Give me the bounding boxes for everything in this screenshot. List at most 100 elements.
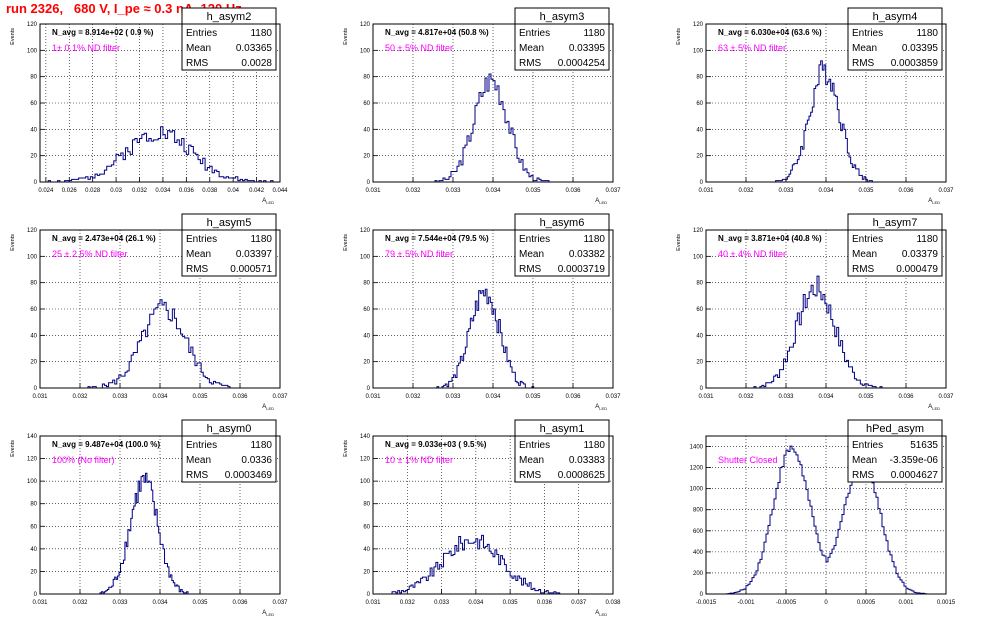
x-tick-label: 0.032 bbox=[405, 188, 421, 194]
y-tick-label: 80 bbox=[30, 281, 37, 287]
stats-row-label: Entries bbox=[852, 234, 883, 245]
y-tick-label: 40 bbox=[696, 127, 703, 133]
y-tick-label: 60 bbox=[696, 101, 703, 107]
stats-row-value: 0.03379 bbox=[902, 249, 939, 260]
y-tick-label: 800 bbox=[693, 508, 704, 514]
y-tick-label: 40 bbox=[363, 333, 370, 339]
x-tick-label: -0.001 bbox=[737, 600, 755, 606]
x-tick-label: 0.035 bbox=[192, 394, 208, 400]
x-tick-label: 0.001 bbox=[898, 600, 914, 606]
y-axis-label: Events bbox=[10, 28, 16, 45]
x-tick-label: 0.032 bbox=[400, 600, 416, 606]
x-tick-label: 0.031 bbox=[32, 600, 48, 606]
x-tick-label: 0.036 bbox=[565, 188, 581, 194]
x-tick-label: 0.033 bbox=[112, 600, 128, 606]
x-tick-label: 0.032 bbox=[738, 394, 754, 400]
y-tick-label: 20 bbox=[30, 154, 37, 160]
x-tick-label: 0.037 bbox=[605, 394, 621, 400]
y-tick-label: 20 bbox=[30, 360, 37, 366]
x-tick-label: 0.037 bbox=[272, 600, 288, 606]
histogram-panel: 0.031 0.032 0.033 0.034 0.035 0.036 0.037 0 20 40… bbox=[343, 213, 621, 411]
y-tick-label: 80 bbox=[363, 75, 370, 81]
y-tick-label: 100 bbox=[27, 254, 38, 260]
y-tick-label: 120 bbox=[360, 22, 371, 28]
navg-label: N_avg = 3.871e+04 (40.8 %) bbox=[718, 234, 822, 243]
filter-annotation: 100% (No filter) bbox=[52, 455, 115, 465]
y-tick-label: 60 bbox=[696, 307, 703, 313]
y-tick-label: 80 bbox=[363, 281, 370, 287]
stats-box: h_asym3 Entries 1180 Mean 0.03395 RMS 0.000425… bbox=[514, 7, 610, 71]
y-tick-label: 40 bbox=[696, 333, 703, 339]
histogram-line bbox=[433, 73, 553, 183]
stats-row-label: Mean bbox=[186, 455, 211, 466]
filter-annotation: 50 ± 5% ND filter bbox=[385, 43, 453, 53]
stats-row-label: RMS bbox=[186, 264, 209, 275]
x-tick-label: 0.037 bbox=[938, 188, 954, 194]
y-tick-label: 100 bbox=[27, 479, 38, 485]
histogram-panel: 0.031 0.032 0.033 0.034 0.035 0.036 0.037 0 20 40… bbox=[10, 419, 288, 617]
histogram-panel: 0.031 0.032 0.033 0.034 0.035 0.036 0.037 0 20 40… bbox=[10, 213, 288, 411]
stats-box: h_asym2 Entries 1180 Mean 0.03365 RMS 0.0028 bbox=[181, 7, 277, 71]
y-axis-label: Events bbox=[343, 28, 349, 45]
x-tick-label: 0.037 bbox=[571, 600, 587, 606]
x-tick-label: 0.031 bbox=[698, 394, 714, 400]
stats-row-label: Entries bbox=[519, 440, 550, 451]
stats-row-value: 0.0336 bbox=[241, 455, 272, 466]
x-tick-label: 0.026 bbox=[62, 188, 78, 194]
x-tick-label: 0.034 bbox=[152, 600, 168, 606]
stats-box: h_asym0 Entries 1180 Mean 0.0336 RMS 0.0003469 bbox=[181, 419, 277, 483]
y-tick-label: 60 bbox=[363, 101, 370, 107]
y-axis-label: Events bbox=[676, 28, 682, 45]
y-tick-label: 140 bbox=[360, 434, 371, 440]
y-tick-label: 120 bbox=[693, 22, 704, 28]
stats-row-value: 1180 bbox=[250, 28, 272, 39]
stats-row-value: 0.03395 bbox=[902, 43, 939, 54]
x-tick-label: 0.032 bbox=[405, 394, 421, 400]
stats-row-label: RMS bbox=[519, 264, 542, 275]
stats-row-value: 51635 bbox=[910, 440, 938, 451]
stats-row-label: RMS bbox=[519, 58, 542, 69]
navg-label: N_avg = 4.817e+04 (50.8 %) bbox=[385, 28, 489, 37]
stats-box-frame bbox=[847, 7, 943, 71]
stats-box: hPed_asym Entries 51635 Mean -3.359e-06 RMS 0.… bbox=[847, 419, 943, 483]
stats-row-label: Mean bbox=[519, 455, 544, 466]
x-tick-label: 0.036 bbox=[179, 188, 195, 194]
y-tick-label: 80 bbox=[30, 75, 37, 81]
histogram-line bbox=[390, 534, 562, 595]
stats-row-label: Mean bbox=[186, 43, 211, 54]
stats-row-label: RMS bbox=[852, 264, 875, 275]
y-tick-label: 60 bbox=[30, 307, 37, 313]
stats-row-label: Mean bbox=[186, 249, 211, 260]
x-axis-label: ALED bbox=[595, 610, 607, 617]
filter-annotation: 63 ± 5% ND filter bbox=[718, 43, 786, 53]
stats-box: h_asym6 Entries 1180 Mean 0.03382 RMS 0.000371… bbox=[514, 213, 610, 277]
filter-annotation: 40 ± 4% ND filter bbox=[718, 249, 786, 259]
navg-label: N_avg = 9.033e+03 ( 9.5 %) bbox=[385, 440, 487, 449]
x-tick-label: 0.034 bbox=[155, 188, 171, 194]
histogram-line bbox=[99, 472, 189, 594]
stats-title: h_asym2 bbox=[207, 11, 252, 23]
y-tick-label: 80 bbox=[696, 281, 703, 287]
stats-row-label: RMS bbox=[852, 470, 875, 481]
x-tick-label: 0.031 bbox=[698, 188, 714, 194]
y-tick-label: 40 bbox=[363, 127, 370, 133]
y-tick-label: 100 bbox=[693, 48, 704, 54]
stats-title: h_asym6 bbox=[540, 217, 585, 229]
histogram-line bbox=[725, 445, 927, 595]
filter-annotation: Shutter Closed bbox=[718, 455, 778, 465]
histogram-panel: 0.031 0.032 0.033 0.034 0.035 0.036 0.037 0 20 40… bbox=[676, 213, 954, 411]
y-tick-label: 100 bbox=[360, 48, 371, 54]
y-axis-label: Events bbox=[343, 234, 349, 251]
y-tick-label: 0 bbox=[34, 386, 38, 392]
stats-row-value: 0.03397 bbox=[236, 249, 273, 260]
y-tick-label: 40 bbox=[30, 547, 37, 553]
y-tick-label: 120 bbox=[693, 228, 704, 234]
y-tick-label: 0 bbox=[700, 386, 704, 392]
stats-row-value: 0.03395 bbox=[569, 43, 606, 54]
navg-label: N_avg = 8.914e+02 ( 0.9 %) bbox=[52, 28, 154, 37]
navg-label: N_avg = 6.030e+04 (63.6 %) bbox=[718, 28, 822, 37]
x-tick-label: 0.034 bbox=[818, 394, 834, 400]
stats-row-value: -3.359e-06 bbox=[890, 455, 939, 466]
stats-row-label: RMS bbox=[519, 470, 542, 481]
x-tick-label: 0.036 bbox=[565, 394, 581, 400]
